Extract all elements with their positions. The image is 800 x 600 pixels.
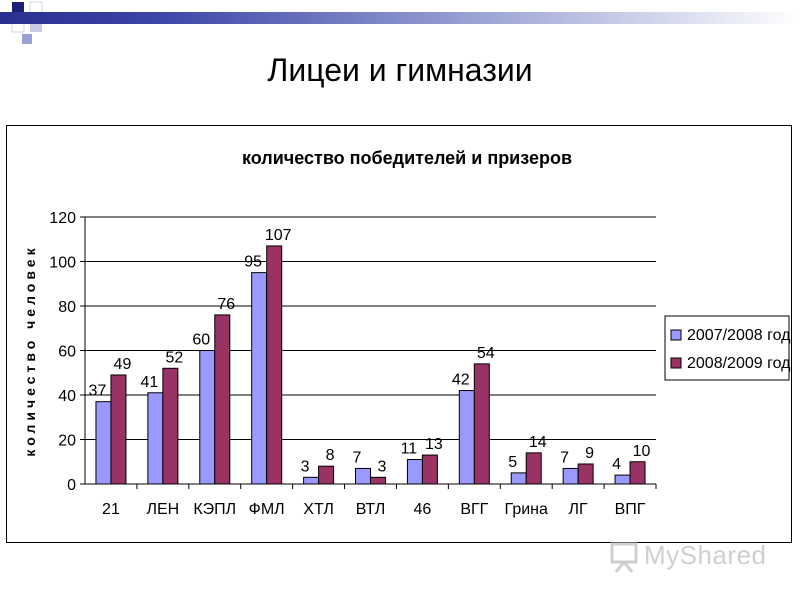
bar-series1 bbox=[303, 476, 320, 485]
watermark-text: MyShared bbox=[644, 540, 767, 570]
y-tick-label: 80 bbox=[58, 299, 76, 316]
bar-series1 bbox=[510, 472, 527, 485]
chart-frame: количество победителей и призеров 0 20 40 60… bbox=[6, 125, 792, 543]
x-tick-label: 46 bbox=[414, 501, 432, 518]
bar-series2 bbox=[266, 245, 283, 485]
y-tick-label: 120 bbox=[49, 210, 76, 227]
legend-label: 2008/2009 год bbox=[687, 355, 791, 372]
data-label: 4 bbox=[612, 456, 621, 473]
bar-series1 bbox=[406, 459, 423, 485]
bar-series2 bbox=[473, 363, 490, 485]
bar-series1 bbox=[95, 401, 112, 485]
data-label: 49 bbox=[114, 356, 132, 373]
data-label: 95 bbox=[244, 254, 262, 271]
bar-series2 bbox=[110, 374, 127, 485]
bar-series1 bbox=[458, 390, 475, 485]
x-tick-label: ФМЛ bbox=[249, 501, 285, 518]
y-tick-label: 60 bbox=[58, 344, 76, 361]
presentation-board-icon bbox=[610, 542, 638, 573]
data-label: 9 bbox=[585, 445, 594, 462]
bar-series2 bbox=[525, 452, 542, 485]
data-label: 11 bbox=[401, 441, 418, 458]
slide-title: Лицеи и гимназии bbox=[267, 52, 533, 88]
bar-series1 bbox=[199, 350, 216, 485]
x-tick-label: ВПГ bbox=[615, 501, 646, 518]
bar-series2 bbox=[162, 367, 179, 485]
x-tick-label: Грина bbox=[505, 501, 548, 518]
data-label: 10 bbox=[633, 443, 651, 460]
bar-series1 bbox=[614, 474, 631, 485]
data-label: 76 bbox=[217, 296, 235, 313]
x-tick-label: 21 bbox=[102, 501, 120, 518]
y-tick-label: 0 bbox=[67, 477, 76, 494]
bar-series2 bbox=[214, 314, 231, 485]
header-gradient-bar bbox=[0, 12, 800, 24]
bar-series2 bbox=[629, 461, 646, 485]
data-label: 107 bbox=[265, 227, 292, 244]
bar-series2 bbox=[370, 476, 386, 485]
data-label: 41 bbox=[140, 374, 158, 391]
bar-chart: количество победителей и призеров 0 20 40 60… bbox=[22, 148, 791, 518]
corner-squares-decoration bbox=[11, 1, 43, 44]
bar-series2 bbox=[577, 463, 594, 485]
chart-title: количество победителей и призеров bbox=[242, 148, 572, 168]
data-label: 3 bbox=[378, 458, 387, 475]
data-label: 7 bbox=[560, 449, 569, 466]
bar-series2 bbox=[421, 454, 438, 485]
legend-label: 2007/2008 год bbox=[687, 327, 791, 344]
x-tick-label: ЛГ bbox=[569, 501, 589, 518]
data-label: 14 bbox=[529, 434, 547, 451]
data-label: 52 bbox=[165, 349, 183, 366]
data-label: 60 bbox=[192, 332, 210, 349]
y-tick-label: 20 bbox=[58, 433, 76, 450]
corner-square bbox=[12, 2, 24, 14]
bar-series1 bbox=[251, 272, 268, 485]
x-tick-label: ВГГ bbox=[460, 501, 488, 518]
watermark: MyShared bbox=[608, 538, 768, 573]
data-label: 42 bbox=[452, 372, 470, 389]
x-tick-label: ЛЕН bbox=[146, 501, 179, 518]
bar-series2 bbox=[318, 465, 335, 485]
data-label: 7 bbox=[353, 449, 362, 466]
data-label: 13 bbox=[425, 436, 443, 453]
corner-square bbox=[22, 34, 32, 44]
data-label: 37 bbox=[89, 383, 107, 400]
data-label: 54 bbox=[477, 345, 495, 362]
x-tick-label: КЭПЛ bbox=[193, 501, 236, 518]
legend-box bbox=[664, 315, 790, 381]
bar-series1 bbox=[355, 467, 371, 485]
data-label: 8 bbox=[326, 447, 335, 464]
bar-series1 bbox=[147, 392, 164, 485]
x-tick-label: ВТЛ bbox=[356, 501, 386, 518]
data-label: 3 bbox=[301, 458, 310, 475]
x-tick-label: ХТЛ bbox=[303, 501, 334, 518]
y-tick-label: 40 bbox=[58, 388, 76, 405]
y-axis-title: количество человек bbox=[22, 244, 38, 456]
legend-swatch bbox=[670, 329, 682, 341]
legend-swatch bbox=[670, 357, 682, 369]
data-label: 5 bbox=[508, 454, 517, 471]
y-tick-label: 100 bbox=[49, 255, 76, 272]
bar-series1 bbox=[562, 467, 579, 485]
